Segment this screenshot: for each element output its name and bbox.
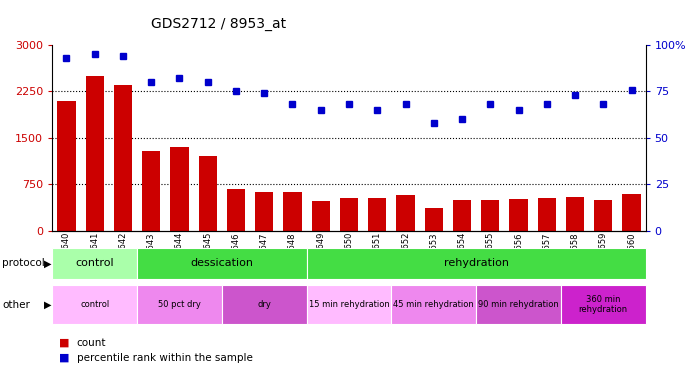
Text: 45 min rehydration: 45 min rehydration xyxy=(394,300,474,309)
Text: 50 pct dry: 50 pct dry xyxy=(158,300,201,309)
Bar xyxy=(57,101,75,231)
Text: GDS2712 / 8953_at: GDS2712 / 8953_at xyxy=(151,17,286,31)
Bar xyxy=(142,152,161,231)
Text: control: control xyxy=(80,300,110,309)
Text: dessication: dessication xyxy=(191,258,253,268)
Bar xyxy=(198,156,217,231)
Text: ▶: ▶ xyxy=(44,258,51,268)
Text: rehydration: rehydration xyxy=(444,258,509,268)
Text: 360 min
rehydration: 360 min rehydration xyxy=(579,295,628,314)
Text: ■: ■ xyxy=(59,338,70,348)
Text: percentile rank within the sample: percentile rank within the sample xyxy=(77,353,253,363)
Text: dry: dry xyxy=(258,300,272,309)
Bar xyxy=(566,197,584,231)
Bar xyxy=(594,200,612,231)
Text: ■: ■ xyxy=(59,353,70,363)
Bar xyxy=(510,199,528,231)
Bar xyxy=(537,198,556,231)
Bar xyxy=(368,198,387,231)
Text: 15 min rehydration: 15 min rehydration xyxy=(309,300,389,309)
Bar xyxy=(340,198,358,231)
Bar xyxy=(424,208,443,231)
Bar xyxy=(227,189,245,231)
Bar xyxy=(170,147,188,231)
Text: count: count xyxy=(77,338,106,348)
Bar xyxy=(453,200,471,231)
Bar xyxy=(86,76,104,231)
Bar xyxy=(311,201,330,231)
Text: 90 min rehydration: 90 min rehydration xyxy=(478,300,559,309)
Bar xyxy=(114,85,132,231)
Bar xyxy=(283,192,302,231)
Bar xyxy=(255,192,274,231)
Text: control: control xyxy=(75,258,114,268)
Text: protocol: protocol xyxy=(2,258,45,268)
Bar xyxy=(396,195,415,231)
Text: ▶: ▶ xyxy=(44,300,51,310)
Bar xyxy=(623,194,641,231)
Bar xyxy=(481,200,500,231)
Text: other: other xyxy=(2,300,30,310)
